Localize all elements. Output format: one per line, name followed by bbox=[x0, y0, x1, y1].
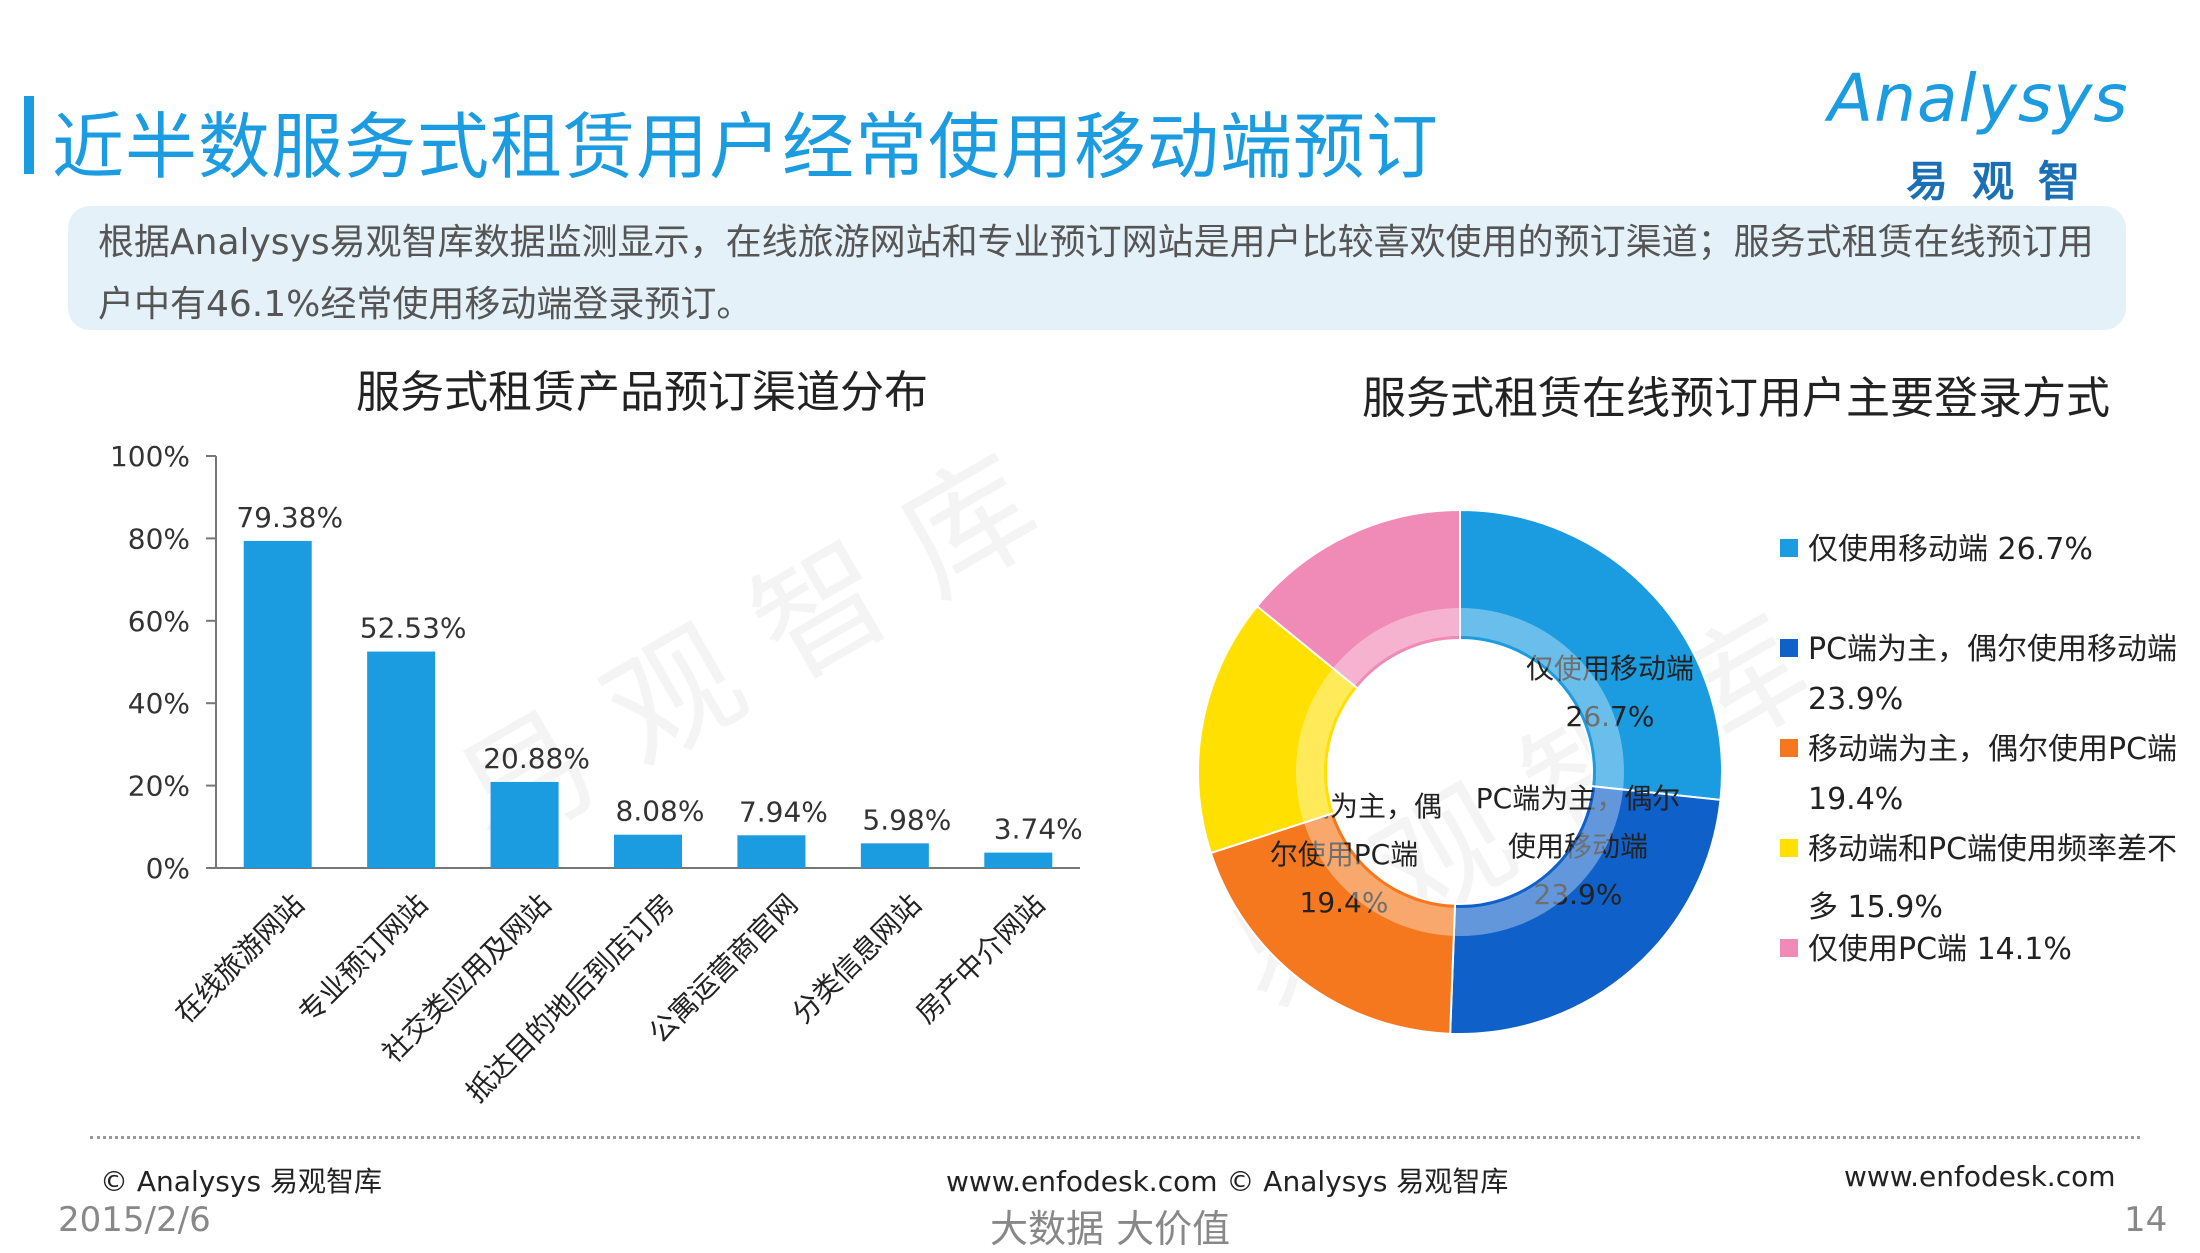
bar bbox=[243, 540, 312, 868]
bar-value-label: 3.74% bbox=[994, 813, 1083, 846]
bar bbox=[490, 781, 559, 868]
bar bbox=[614, 834, 682, 868]
slice-label: 23.9% bbox=[1534, 878, 1623, 911]
slice-label: 使用移动端 bbox=[1508, 830, 1648, 863]
legend-label: 移动端为主，偶尔使用PC端 bbox=[1780, 724, 2177, 768]
bar-value-label: 7.94% bbox=[739, 795, 828, 828]
legend-swatch bbox=[1780, 539, 1798, 557]
slice-label: 26.7% bbox=[1566, 700, 1655, 733]
legend-item: 仅使用移动端 26.7% bbox=[1780, 524, 2177, 624]
legend-label: PC端为主，偶尔使用移动端 bbox=[1780, 624, 2177, 668]
bar bbox=[860, 843, 929, 868]
footer-divider bbox=[90, 1136, 2140, 1139]
y-tick-label: 100% bbox=[110, 440, 190, 473]
footer-center-link[interactable]: www.enfodesk.com © Analysys 易观智库 bbox=[946, 1165, 1509, 1198]
legend-label: 仅使用移动端 26.7% bbox=[1780, 524, 2177, 568]
footer-copyright: © Analysys 易观智库 bbox=[100, 1165, 382, 1198]
category-label: 房产中介网站 bbox=[909, 888, 1051, 1030]
bar-value-label: 5.98% bbox=[862, 803, 951, 836]
tagline: 大数据 大价值 bbox=[990, 1207, 1231, 1251]
donut-inner-ring bbox=[1296, 608, 1624, 936]
page-number: 14 bbox=[2124, 1200, 2168, 1240]
bar bbox=[984, 852, 1053, 868]
y-tick-label: 60% bbox=[128, 605, 190, 638]
legend-swatch bbox=[1780, 639, 1798, 657]
slice-label: PC端为主，偶尔 bbox=[1476, 782, 1680, 815]
donut-chart-title: 服务式租赁在线预订用户主要登录方式 bbox=[1362, 373, 2110, 424]
footer-url-link[interactable]: www.enfodesk.com bbox=[1844, 1160, 2116, 1193]
logo-wordmark: Analysys bbox=[1828, 60, 2129, 137]
legend-swatch bbox=[1780, 839, 1798, 857]
slice-label: 尔使用PC端 bbox=[1270, 838, 1418, 871]
donut-legend: 仅使用移动端 26.7% PC端为主，偶尔使用移动端 23.9% 移动端为主，偶尔使用… bbox=[1780, 524, 2177, 974]
legend-label-cont: 23.9% bbox=[1808, 682, 1904, 717]
legend-label-cont: 多 15.9% bbox=[1808, 890, 1943, 925]
summary-text: 根据Analysys易观智库数据监测显示，在线旅游网站和专业预订网站是用户比较喜… bbox=[98, 222, 2094, 325]
y-tick-label: 20% bbox=[128, 770, 190, 803]
donut-chart: 仅使用移动端26.7%PC端为主，偶尔使用移动端23.9%移动端为主，偶尔使用P… bbox=[1197, 508, 1723, 1035]
bar-value-label: 8.08% bbox=[616, 795, 705, 828]
bar-value-label: 20.88% bbox=[483, 742, 590, 775]
title-accent-bar bbox=[24, 96, 34, 174]
bar-value-label: 52.53% bbox=[360, 612, 467, 645]
legend-item: 移动端和PC端使用频率差不多 15.9% bbox=[1780, 824, 2177, 925]
bar-chart: 0%20%40%60%80%100%79.38%在线旅游网站52.53%专业预订… bbox=[110, 440, 1083, 1109]
y-tick-label: 80% bbox=[128, 522, 190, 555]
legend-label: 仅使用PC端 14.1% bbox=[1780, 924, 2177, 968]
legend-label-cont: 19.4% bbox=[1808, 782, 1904, 817]
legend-swatch bbox=[1780, 939, 1798, 957]
analysys-logo: Analysys 易观智库 bbox=[1828, 60, 2158, 267]
legend-label: 移动端和PC端使用频率差不 bbox=[1780, 824, 2177, 868]
legend-item: 仅使用PC端 14.1% bbox=[1780, 924, 2177, 974]
bar-chart-title: 服务式租赁产品预订渠道分布 bbox=[356, 367, 928, 418]
y-tick-label: 40% bbox=[128, 687, 190, 720]
bar-value-label: 79.38% bbox=[236, 501, 343, 534]
bar bbox=[737, 835, 806, 868]
category-label: 分类信息网站 bbox=[786, 888, 928, 1030]
summary-box bbox=[68, 206, 2126, 330]
page-title: 近半数服务式租赁用户经常使用移动端预订 bbox=[52, 105, 1440, 189]
donut-slice bbox=[1255, 508, 1461, 690]
legend-swatch bbox=[1780, 739, 1798, 757]
legend-item: 移动端为主，偶尔使用PC端 19.4% bbox=[1780, 724, 2177, 824]
slice-label: 19.4% bbox=[1300, 886, 1389, 919]
category-label: 在线旅游网站 bbox=[169, 888, 311, 1030]
legend-item: PC端为主，偶尔使用移动端 23.9% bbox=[1780, 624, 2177, 724]
slice-label: 仅使用移动端 bbox=[1526, 652, 1694, 685]
donut-slice bbox=[1197, 604, 1360, 855]
category-label: 抵达目的地后到店订房 bbox=[460, 888, 681, 1109]
donut-slice bbox=[1459, 508, 1723, 802]
donut-slice bbox=[1209, 811, 1457, 1035]
slide-date: 2015/2/6 bbox=[58, 1200, 211, 1240]
y-tick-label: 0% bbox=[146, 852, 190, 885]
bar bbox=[367, 651, 436, 868]
donut-slice bbox=[1449, 784, 1722, 1035]
